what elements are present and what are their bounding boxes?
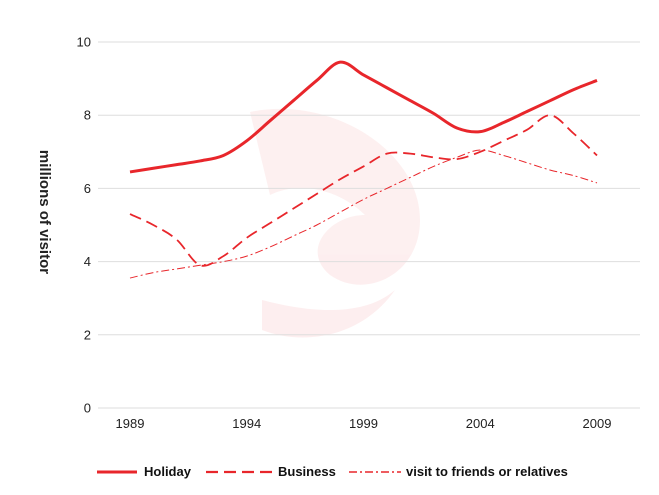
watermark-logo bbox=[250, 108, 420, 338]
legend-label: visit to friends or relatives bbox=[406, 464, 568, 479]
series-lines bbox=[129, 60, 598, 279]
gridlines bbox=[98, 41, 640, 409]
y-tick-label: 8 bbox=[84, 108, 91, 123]
y-tick-label: 6 bbox=[84, 181, 91, 196]
y-tick-label: 0 bbox=[84, 401, 91, 416]
y-tick-label: 4 bbox=[84, 254, 91, 269]
x-tick-label: 1989 bbox=[116, 416, 145, 431]
x-tick-label: 2004 bbox=[466, 416, 495, 431]
x-tick-label: 1994 bbox=[232, 416, 261, 431]
y-tick-label: 2 bbox=[84, 327, 91, 342]
x-tick-label: 1999 bbox=[349, 416, 378, 431]
series-line-business bbox=[129, 114, 598, 267]
x-tick-label: 2009 bbox=[583, 416, 612, 431]
legend-label: Business bbox=[278, 464, 336, 479]
axes: 0 2 4 6 8 10 1989 1994 1999 2004 2009 bbox=[77, 35, 612, 432]
series-line-holiday bbox=[129, 60, 598, 174]
legend-label: Holiday bbox=[144, 464, 192, 479]
legend: Holiday Business visit to friends or relat… bbox=[97, 464, 568, 479]
series-line-visit-to-friends-or-relatives bbox=[129, 149, 598, 279]
y-tick-label: 10 bbox=[77, 35, 91, 50]
y-axis-label: millions of visitor bbox=[36, 150, 53, 274]
